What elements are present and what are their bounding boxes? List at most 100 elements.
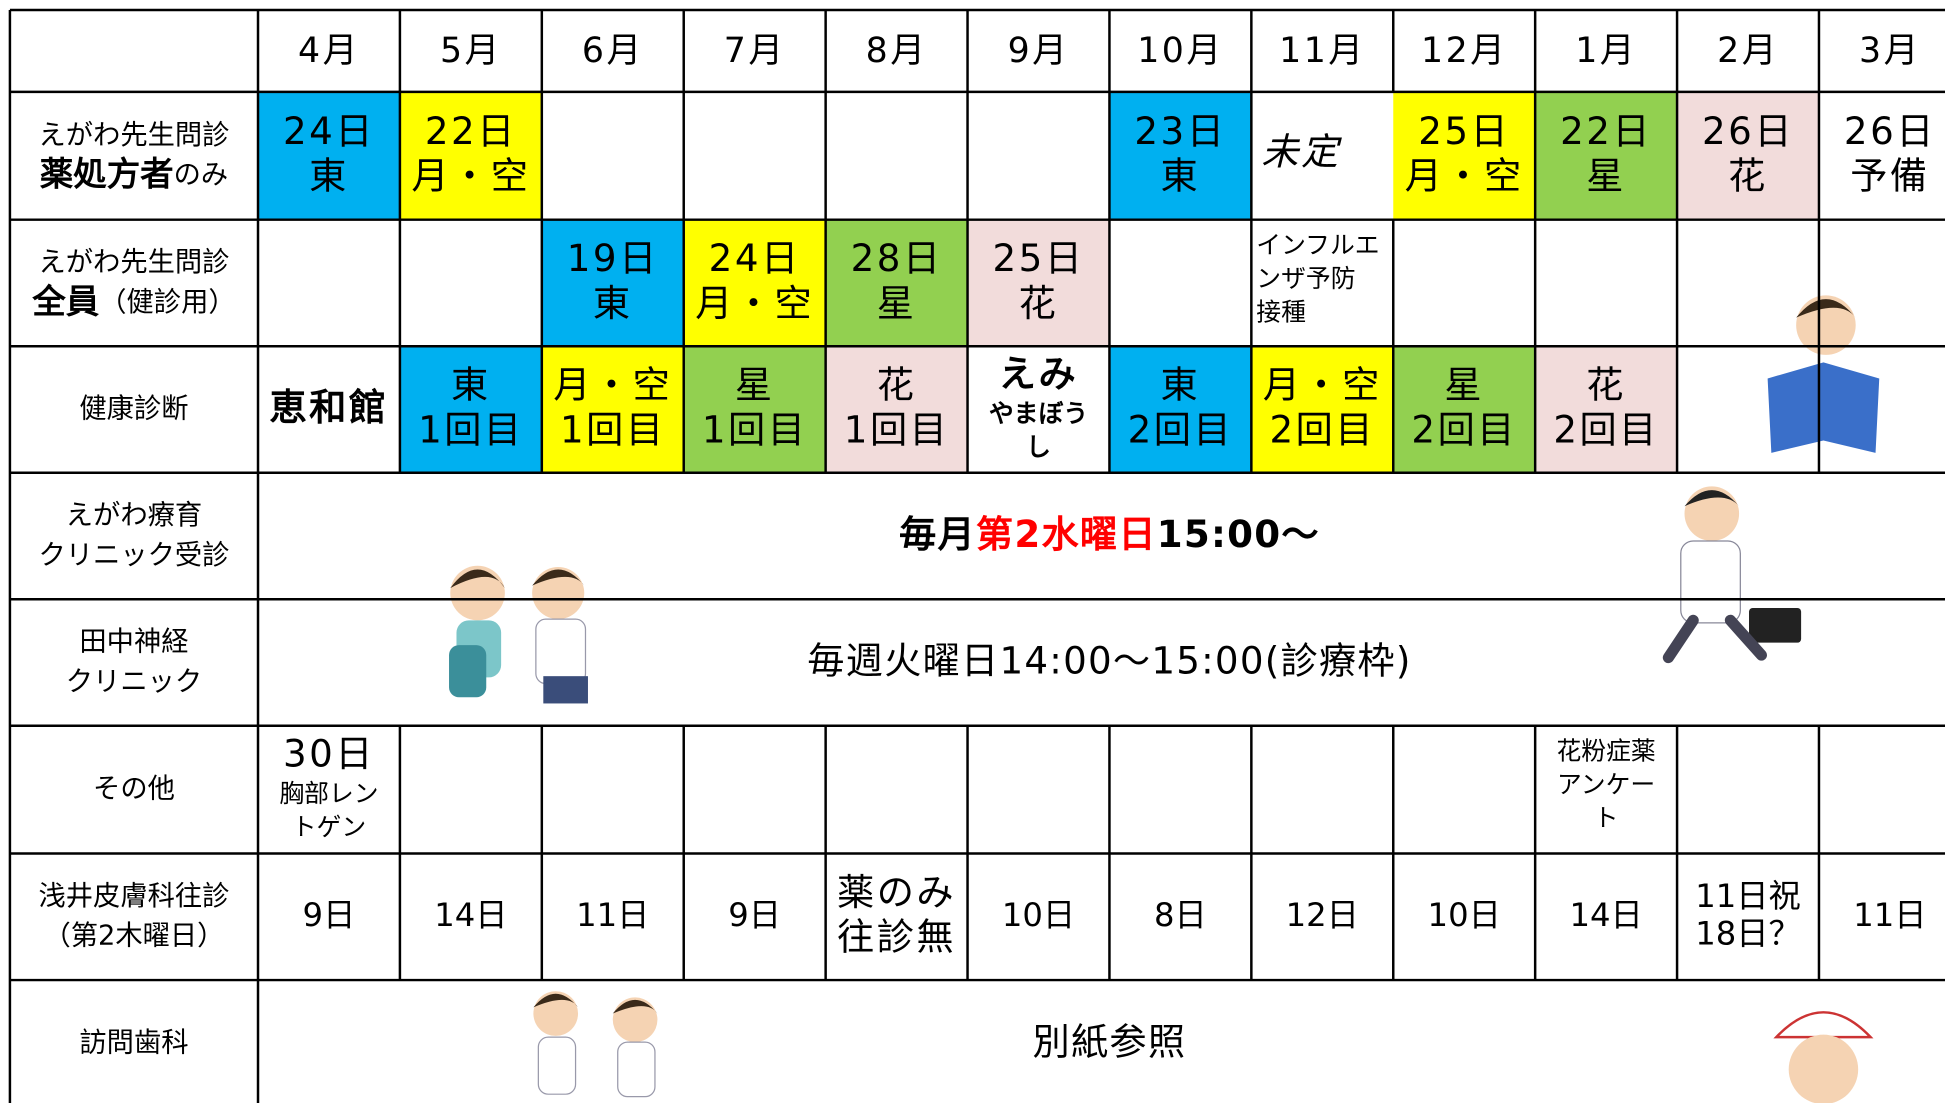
row-label-part: 全員 [31, 281, 99, 320]
month-header: 7月 [724, 31, 786, 71]
cell-text: 25日 [1418, 109, 1510, 153]
cell-text: 花 [1019, 281, 1059, 325]
cell-text: 14日 [1569, 896, 1642, 934]
month-header: 5月 [440, 31, 502, 71]
cell-text: 18日？ [1695, 914, 1801, 952]
span-text: 毎月第2水曜日15:00～ [899, 511, 1320, 555]
row-label-part: のみ [174, 159, 229, 190]
cell-fill [1109, 91, 1252, 220]
month-header: 4月 [298, 31, 360, 71]
cell-text: 花 [1728, 154, 1768, 198]
cell-text: 24日 [283, 109, 375, 153]
cell-fill [825, 346, 968, 473]
cell-text: 1回目 [844, 407, 950, 451]
cell-text: 25日 [992, 236, 1084, 280]
row-label: クリニック [66, 666, 202, 697]
cell-text: 東 [1161, 154, 1201, 198]
cell-text: 薬のみ [837, 870, 956, 914]
grid-lines [8, 8, 1945, 1103]
cell-fill [1535, 346, 1678, 473]
span-text: 別紙参照 [1033, 1019, 1187, 1063]
cell-text: 14日 [434, 896, 507, 934]
row-label: 健康診断 [79, 393, 188, 424]
cell-text: 予備 [1850, 154, 1929, 198]
span-part: 毎週火曜日14:00～15:00(診療枠) [807, 638, 1411, 682]
month-header: 3月 [1859, 31, 1921, 71]
nurse-illustration [449, 565, 588, 704]
span-part: 第2水曜日 [976, 511, 1157, 555]
row-label-part: えがわ先生問診 [39, 247, 230, 278]
cell-text: 12日 [1286, 896, 1359, 934]
cell-text: 19日 [567, 236, 659, 280]
cell-text: 花 [1586, 363, 1626, 407]
cell-text: 8日 [1154, 896, 1207, 934]
cell-text: 恵和館 [269, 385, 388, 429]
cell-text: 胸部レン [279, 779, 378, 808]
cell-text: 花粉症薬 [1557, 736, 1656, 765]
span-part: 毎月 [899, 511, 976, 555]
span-part: 15:00～ [1157, 511, 1320, 555]
cell-text: 30日 [283, 732, 375, 776]
cell-text: 1回目 [560, 407, 666, 451]
row-label: えがわ療育 [66, 500, 202, 531]
span-text: 毎週火曜日14:00～15:00(診療枠) [807, 638, 1411, 682]
health-check-illustration [1767, 295, 1880, 453]
row-label: 田中神経 [79, 626, 188, 657]
cell-text: ンザ予防 [1256, 264, 1355, 293]
cell-text: 月・空 [1263, 363, 1382, 407]
row-label-part: 健康診断 [79, 393, 188, 424]
cell-text: 1回目 [418, 407, 524, 451]
span-part: 別紙参照 [1033, 1019, 1187, 1063]
cell-text: やまぼう [989, 399, 1088, 428]
row-label-part: 浅井皮膚科往診 [39, 880, 230, 911]
row-label-part: 薬処方者 [40, 154, 174, 193]
row-label: クリニック受診 [39, 539, 230, 570]
cell-fill [1393, 91, 1536, 220]
cell-fill [399, 346, 542, 473]
cell-text: インフルエ [1256, 230, 1379, 259]
cell-text: 往診無 [837, 915, 956, 959]
cell-fill [1251, 346, 1394, 473]
cell-fill [1677, 91, 1819, 220]
cell-text: 22日 [425, 109, 517, 153]
cell-text: 11日祝 [1695, 877, 1801, 915]
row-label: 全員（健診用） [31, 281, 235, 320]
month-header: 1月 [1575, 31, 1637, 71]
month-header: 12月 [1421, 31, 1507, 71]
cell-text: 星 [877, 281, 917, 325]
cell-text: 26日 [1844, 109, 1936, 153]
cell-fill [1109, 346, 1252, 473]
cell-text: アンケー [1557, 770, 1655, 799]
cell-fill [258, 91, 400, 220]
cell-text: トゲン [292, 813, 366, 842]
cell-text: 2回目 [1553, 407, 1659, 451]
cell-text: 2回目 [1270, 407, 1376, 451]
cell-fill [683, 219, 826, 347]
row-label: 薬処方者のみ [40, 154, 228, 193]
month-header: 6月 [582, 31, 644, 71]
row-label-part: その他 [93, 773, 175, 804]
cell-text: 星 [1444, 363, 1484, 407]
cell-fill [399, 91, 542, 220]
cell-layer: 4月 5月 6月 7月 8月 9月 10月 11月 12月 1月 2月 3月えがわ先生問診薬処方者のみ… [31, 31, 1936, 1063]
cell-text: 月・空 [695, 281, 814, 325]
cell-fill [825, 219, 968, 347]
cell-text: 未定 [1261, 129, 1342, 173]
cell-text: 11日 [1853, 896, 1926, 934]
row-label: 訪問歯科 [79, 1027, 188, 1058]
cell-text: 9日 [728, 896, 781, 934]
cell-text: 月・空 [553, 363, 672, 407]
row-label: その他 [93, 773, 175, 804]
cell-text: 24日 [709, 236, 801, 280]
cell-text: えみ [999, 351, 1078, 395]
cell-text: 月・空 [411, 154, 530, 198]
cell-text: 東 [1161, 363, 1201, 407]
cell-text: 東 [309, 154, 349, 198]
row-label-part: 田中神経 [79, 626, 188, 657]
cell-text: 9日 [303, 896, 356, 934]
cell-text: 東 [593, 281, 633, 325]
row-label-part: （第2木曜日） [43, 920, 224, 951]
row-label: （第2木曜日） [43, 920, 224, 951]
doctor-walking-illustration [1662, 486, 1802, 664]
